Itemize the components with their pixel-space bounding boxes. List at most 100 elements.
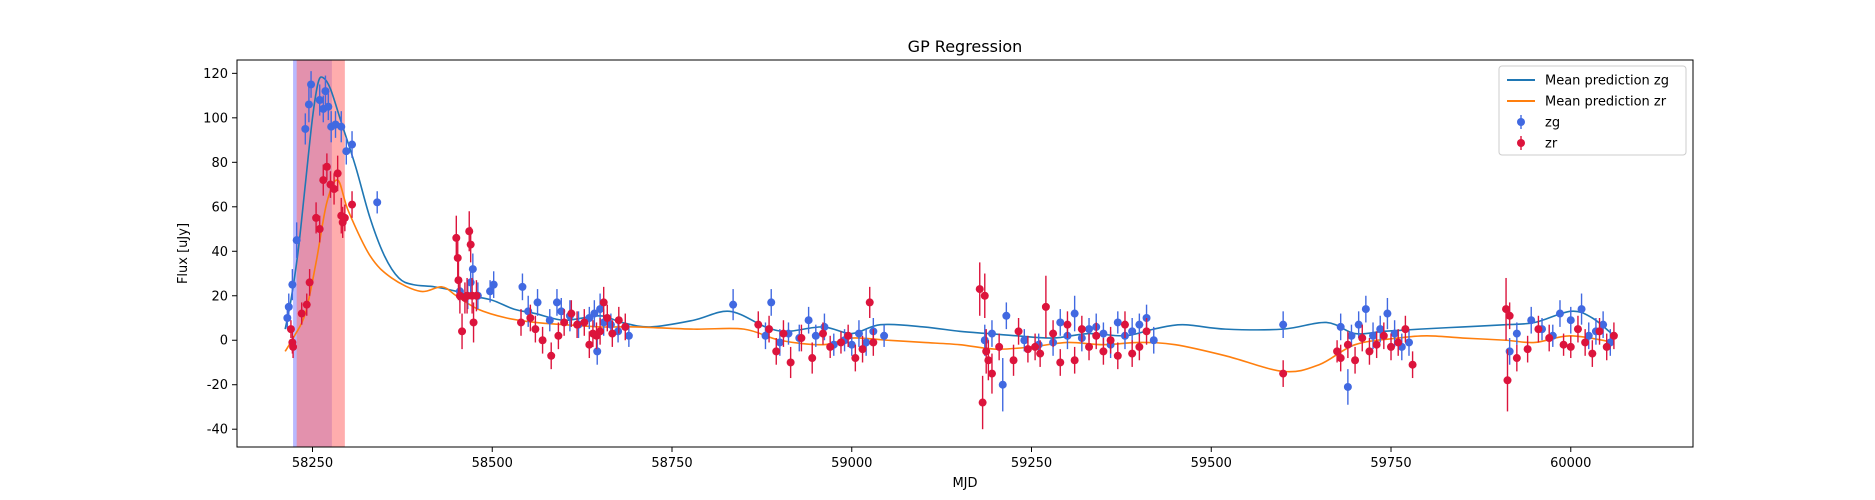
x-axis-ticks: 58250 58500 58750 59000 59250 59500 59750 60000 xyxy=(292,447,1591,471)
zr-point xyxy=(797,334,806,343)
zr-point xyxy=(603,314,612,322)
zr-point xyxy=(818,329,827,338)
zg-point xyxy=(288,280,297,289)
legend: Mean prediction zg Mean prediction zr zg… xyxy=(1498,65,1687,156)
zr-point xyxy=(1041,302,1050,311)
zr-point xyxy=(995,342,1004,351)
zr-point xyxy=(286,325,295,334)
series-line-mean-zr xyxy=(284,179,1615,373)
zr-point xyxy=(978,398,987,407)
zr-point xyxy=(452,233,461,242)
zr-point xyxy=(322,162,331,171)
zg-point xyxy=(533,298,542,307)
zr-point xyxy=(1566,342,1575,351)
series-zg xyxy=(283,71,1615,412)
zg-point xyxy=(1404,338,1413,347)
zg-point xyxy=(862,338,871,347)
zr-point xyxy=(1077,325,1086,334)
zg-point xyxy=(284,302,293,311)
y-axis-ticks: -40 -20 0 20 40 60 80 100 120 xyxy=(203,67,237,438)
zr-point xyxy=(567,309,576,318)
zg-point xyxy=(1002,311,1011,320)
zr-point xyxy=(851,354,860,363)
zr-point xyxy=(1387,342,1396,351)
zg-point xyxy=(1113,318,1122,327)
zr-point xyxy=(305,278,314,287)
zr-point xyxy=(1023,345,1032,354)
zr-point xyxy=(517,318,526,327)
zg-point xyxy=(1577,305,1586,314)
zr-point xyxy=(1336,354,1345,363)
zr-point xyxy=(1573,325,1582,334)
x-tick-label: 59000 xyxy=(831,456,872,471)
zg-point xyxy=(1347,331,1356,340)
zg-point xyxy=(1369,331,1378,340)
zr-point xyxy=(554,331,563,340)
zr-point xyxy=(987,369,996,378)
zg-point xyxy=(729,300,738,309)
zr-point xyxy=(1505,311,1514,320)
zr-point xyxy=(319,176,328,185)
zr-point xyxy=(297,309,306,318)
zg-point xyxy=(624,331,633,340)
zr-point xyxy=(765,325,774,334)
legend-point xyxy=(1517,118,1525,126)
zg-point xyxy=(468,265,477,274)
zg-point xyxy=(1336,322,1345,331)
zr-point xyxy=(1602,342,1611,351)
zg-point xyxy=(1343,382,1352,391)
zr-point xyxy=(1049,329,1058,338)
zg-point xyxy=(489,280,498,289)
zg-point xyxy=(1085,325,1094,334)
zr-point xyxy=(1588,349,1597,358)
zr-point xyxy=(453,253,462,262)
zr-point xyxy=(340,213,349,222)
zr-point xyxy=(621,322,630,331)
zr-point xyxy=(1279,369,1288,378)
zr-point xyxy=(844,331,853,340)
zg-point xyxy=(1555,309,1564,318)
legend-label-mean-zg: Mean prediction zg xyxy=(1545,74,1669,89)
zr-point xyxy=(754,320,763,329)
x-tick-label: 58500 xyxy=(472,456,513,471)
zg-point xyxy=(1361,305,1370,314)
legend-label-mean-zr: Mean prediction zr xyxy=(1545,95,1667,110)
zr-point xyxy=(1063,320,1072,329)
y-axis-label: Flux [uJy] xyxy=(176,223,191,284)
y-tick-label: 20 xyxy=(211,289,228,304)
y-tick-label: -40 xyxy=(207,423,228,438)
zg-point xyxy=(1584,331,1593,340)
zr-point xyxy=(858,345,867,354)
shaded-regions xyxy=(293,60,345,447)
zr-point xyxy=(1343,340,1352,349)
zr-point xyxy=(1120,320,1129,329)
zg-point xyxy=(804,316,813,325)
zg-point xyxy=(596,305,605,314)
zg-point xyxy=(1020,336,1029,345)
zr-point xyxy=(1401,325,1410,334)
zg-point xyxy=(998,380,1007,389)
zg-point xyxy=(342,147,351,156)
zg-point xyxy=(1135,320,1144,329)
zr-point xyxy=(772,347,781,356)
zr-point xyxy=(289,342,298,351)
zg-point xyxy=(980,336,989,345)
zr-point xyxy=(614,316,623,325)
y-tick-label: -20 xyxy=(207,378,228,393)
y-tick-label: 0 xyxy=(220,334,228,349)
zr-point xyxy=(333,169,342,178)
zr-point xyxy=(1559,340,1568,349)
zg-point xyxy=(348,140,357,149)
zr-point xyxy=(869,338,878,347)
zr-point xyxy=(472,291,481,300)
zg-point xyxy=(315,96,324,105)
zr-point xyxy=(1408,360,1417,369)
legend-marker-zg xyxy=(1517,115,1525,129)
zr-point xyxy=(599,298,608,307)
zr-point xyxy=(1545,334,1554,343)
legend-label-zg: zg xyxy=(1545,116,1560,131)
zr-point xyxy=(608,329,617,338)
zr-point xyxy=(1358,334,1367,343)
y-tick-label: 40 xyxy=(211,245,228,260)
